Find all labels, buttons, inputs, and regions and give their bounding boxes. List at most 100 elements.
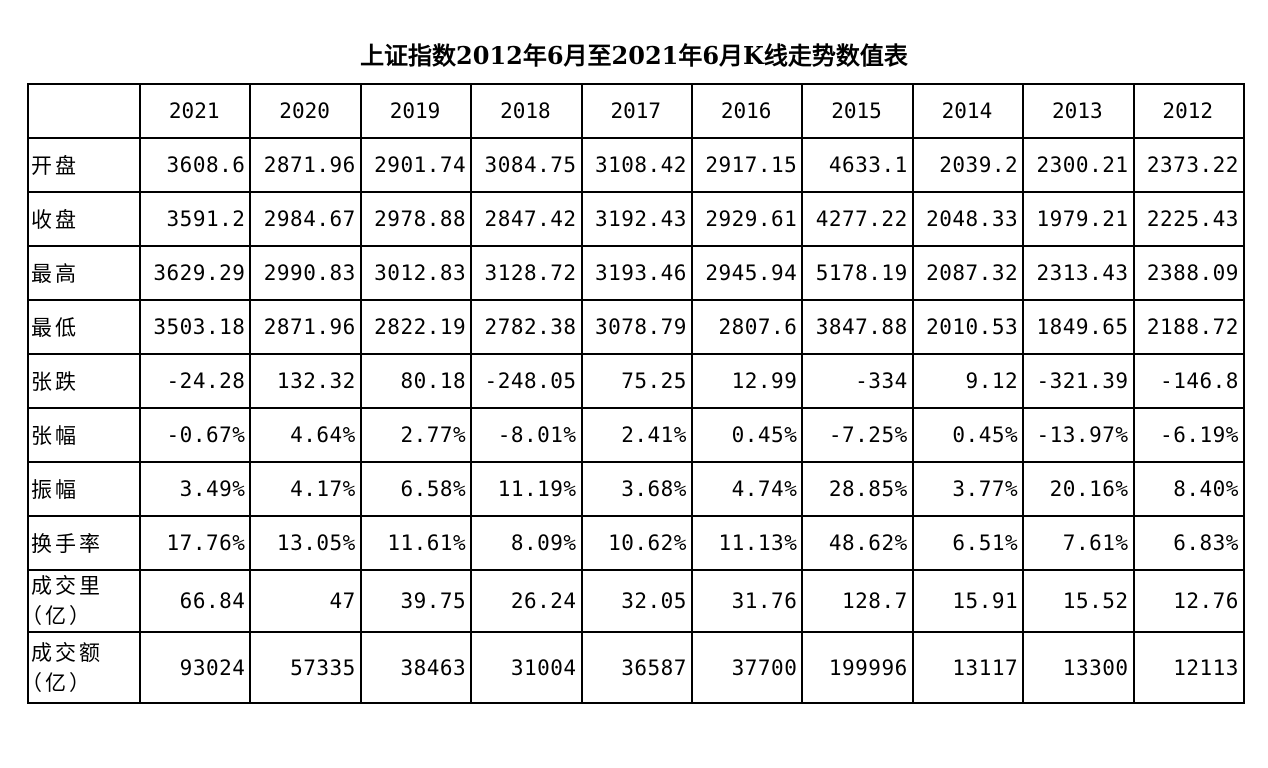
row-label-unit: （亿）	[28, 670, 93, 695]
data-cell: -321.39	[1022, 353, 1135, 409]
table-row: 收盘 3591.2 2984.67 2978.88 2847.42 3192.43 2929…	[27, 191, 1245, 247]
data-cell: 6.83%	[1132, 515, 1245, 571]
data-cell: 80.18	[359, 353, 473, 409]
data-cell: 3591.2	[138, 191, 252, 247]
data-cell: 9.12	[911, 353, 1025, 409]
row-label: 张幅	[27, 407, 141, 463]
data-cell: 28.85%	[801, 461, 914, 517]
data-cell: 31.76	[690, 569, 804, 633]
data-cell: 8.09%	[470, 515, 583, 571]
data-cell: 3084.75	[470, 137, 583, 193]
data-cell: 2048.33	[911, 191, 1025, 247]
row-label: 收盘	[27, 191, 141, 247]
data-cell: 2039.2	[911, 137, 1025, 193]
row-label: 成交里 （亿）	[27, 569, 141, 633]
data-cell: 57335	[249, 631, 362, 704]
data-cell: -334	[801, 353, 914, 409]
year-header: 2018	[470, 83, 583, 139]
year-header: 2013	[1022, 83, 1135, 139]
table-row: 成交额 （亿） 93024 57335 38463 31004 36587 37700 1999…	[27, 631, 1245, 704]
data-cell: 15.91	[911, 569, 1025, 633]
row-label-text: 成交额	[31, 640, 103, 665]
data-cell: 2225.43	[1132, 191, 1245, 247]
data-cell: 1979.21	[1022, 191, 1135, 247]
data-cell: 2847.42	[470, 191, 583, 247]
data-cell: 3.49%	[138, 461, 252, 517]
data-cell: 15.52	[1022, 569, 1135, 633]
row-label: 振幅	[27, 461, 141, 517]
year-header: 2014	[911, 83, 1025, 139]
year-header: 2016	[690, 83, 804, 139]
data-cell: 13.05%	[249, 515, 362, 571]
data-cell: 75.25	[580, 353, 693, 409]
table-row: 换手率 17.76% 13.05% 11.61% 8.09% 10.62% 11.13% 48…	[27, 515, 1245, 571]
data-cell: 36587	[580, 631, 693, 704]
data-cell: 3192.43	[580, 191, 693, 247]
data-cell: 3108.42	[580, 137, 693, 193]
data-cell: 11.61%	[359, 515, 473, 571]
data-cell: 2313.43	[1022, 245, 1135, 301]
kline-data-table: 2021 2020 2019 2018 2017 2016 2015 2014 …	[27, 83, 1245, 704]
data-cell: 10.62%	[580, 515, 693, 571]
data-cell: 3193.46	[580, 245, 693, 301]
row-label-text: 最低	[31, 316, 79, 340]
data-cell: 2010.53	[911, 299, 1025, 355]
data-cell: 17.76%	[138, 515, 252, 571]
data-cell: 6.58%	[359, 461, 473, 517]
data-cell: -6.19%	[1132, 407, 1245, 463]
data-cell: 2373.22	[1132, 137, 1245, 193]
data-cell: 2782.38	[470, 299, 583, 355]
data-cell: -0.67%	[138, 407, 252, 463]
corner-cell	[27, 83, 141, 139]
data-cell: 11.13%	[690, 515, 804, 571]
data-cell: 20.16%	[1022, 461, 1135, 517]
data-cell: 48.62%	[801, 515, 914, 571]
data-cell: -13.97%	[1022, 407, 1135, 463]
data-cell: 1849.65	[1022, 299, 1135, 355]
table-body: 2021 2020 2019 2018 2017 2016 2015 2014 …	[27, 83, 1245, 704]
data-cell: 2.41%	[580, 407, 693, 463]
row-label: 换手率	[27, 515, 141, 571]
row-label-text: 振幅	[31, 478, 79, 502]
row-label: 最低	[27, 299, 141, 355]
data-cell: 4.64%	[249, 407, 362, 463]
year-header: 2015	[801, 83, 914, 139]
data-cell: -8.01%	[470, 407, 583, 463]
table-row: 张幅 -0.67% 4.64% 2.77% -8.01% 2.41% 0.45% -7.25%…	[27, 407, 1245, 463]
data-cell: 2.77%	[359, 407, 473, 463]
data-cell: 3128.72	[470, 245, 583, 301]
data-cell: 2822.19	[359, 299, 473, 355]
data-cell: 3.68%	[580, 461, 693, 517]
data-cell: 3629.29	[138, 245, 252, 301]
row-label-text: 开盘	[31, 154, 79, 178]
row-label-unit: （亿）	[28, 604, 93, 628]
data-cell: 26.24	[470, 569, 583, 633]
data-cell: 199996	[801, 631, 914, 704]
data-cell: 12113	[1132, 631, 1245, 704]
row-label: 张跌	[27, 353, 141, 409]
row-label-text: 换手率	[31, 532, 103, 556]
data-cell: 31004	[470, 631, 583, 704]
data-cell: 32.05	[580, 569, 693, 633]
data-cell: 6.51%	[911, 515, 1025, 571]
data-cell: 0.45%	[690, 407, 804, 463]
year-header: 2012	[1132, 83, 1245, 139]
table-row: 张跌 -24.28 132.32 80.18 -248.05 75.25 12.99 -334…	[27, 353, 1245, 409]
year-header: 2019	[359, 83, 473, 139]
data-cell: 8.40%	[1132, 461, 1245, 517]
table-row: 最高 3629.29 2990.83 3012.83 3128.72 3193.46 294…	[27, 245, 1245, 301]
data-cell: 2990.83	[249, 245, 362, 301]
row-label-text: 张幅	[31, 424, 79, 448]
data-cell: 2087.32	[911, 245, 1025, 301]
data-cell: 2871.96	[249, 137, 362, 193]
data-cell: 2188.72	[1132, 299, 1245, 355]
row-label-text: 收盘	[31, 208, 79, 232]
data-cell: 4633.1	[801, 137, 914, 193]
data-cell: 2984.67	[249, 191, 362, 247]
data-cell: 3503.18	[138, 299, 252, 355]
data-cell: 4.74%	[690, 461, 804, 517]
data-cell: 5178.19	[801, 245, 914, 301]
row-label-text: 张跌	[31, 370, 79, 394]
data-cell: -24.28	[138, 353, 252, 409]
data-cell: -7.25%	[801, 407, 914, 463]
